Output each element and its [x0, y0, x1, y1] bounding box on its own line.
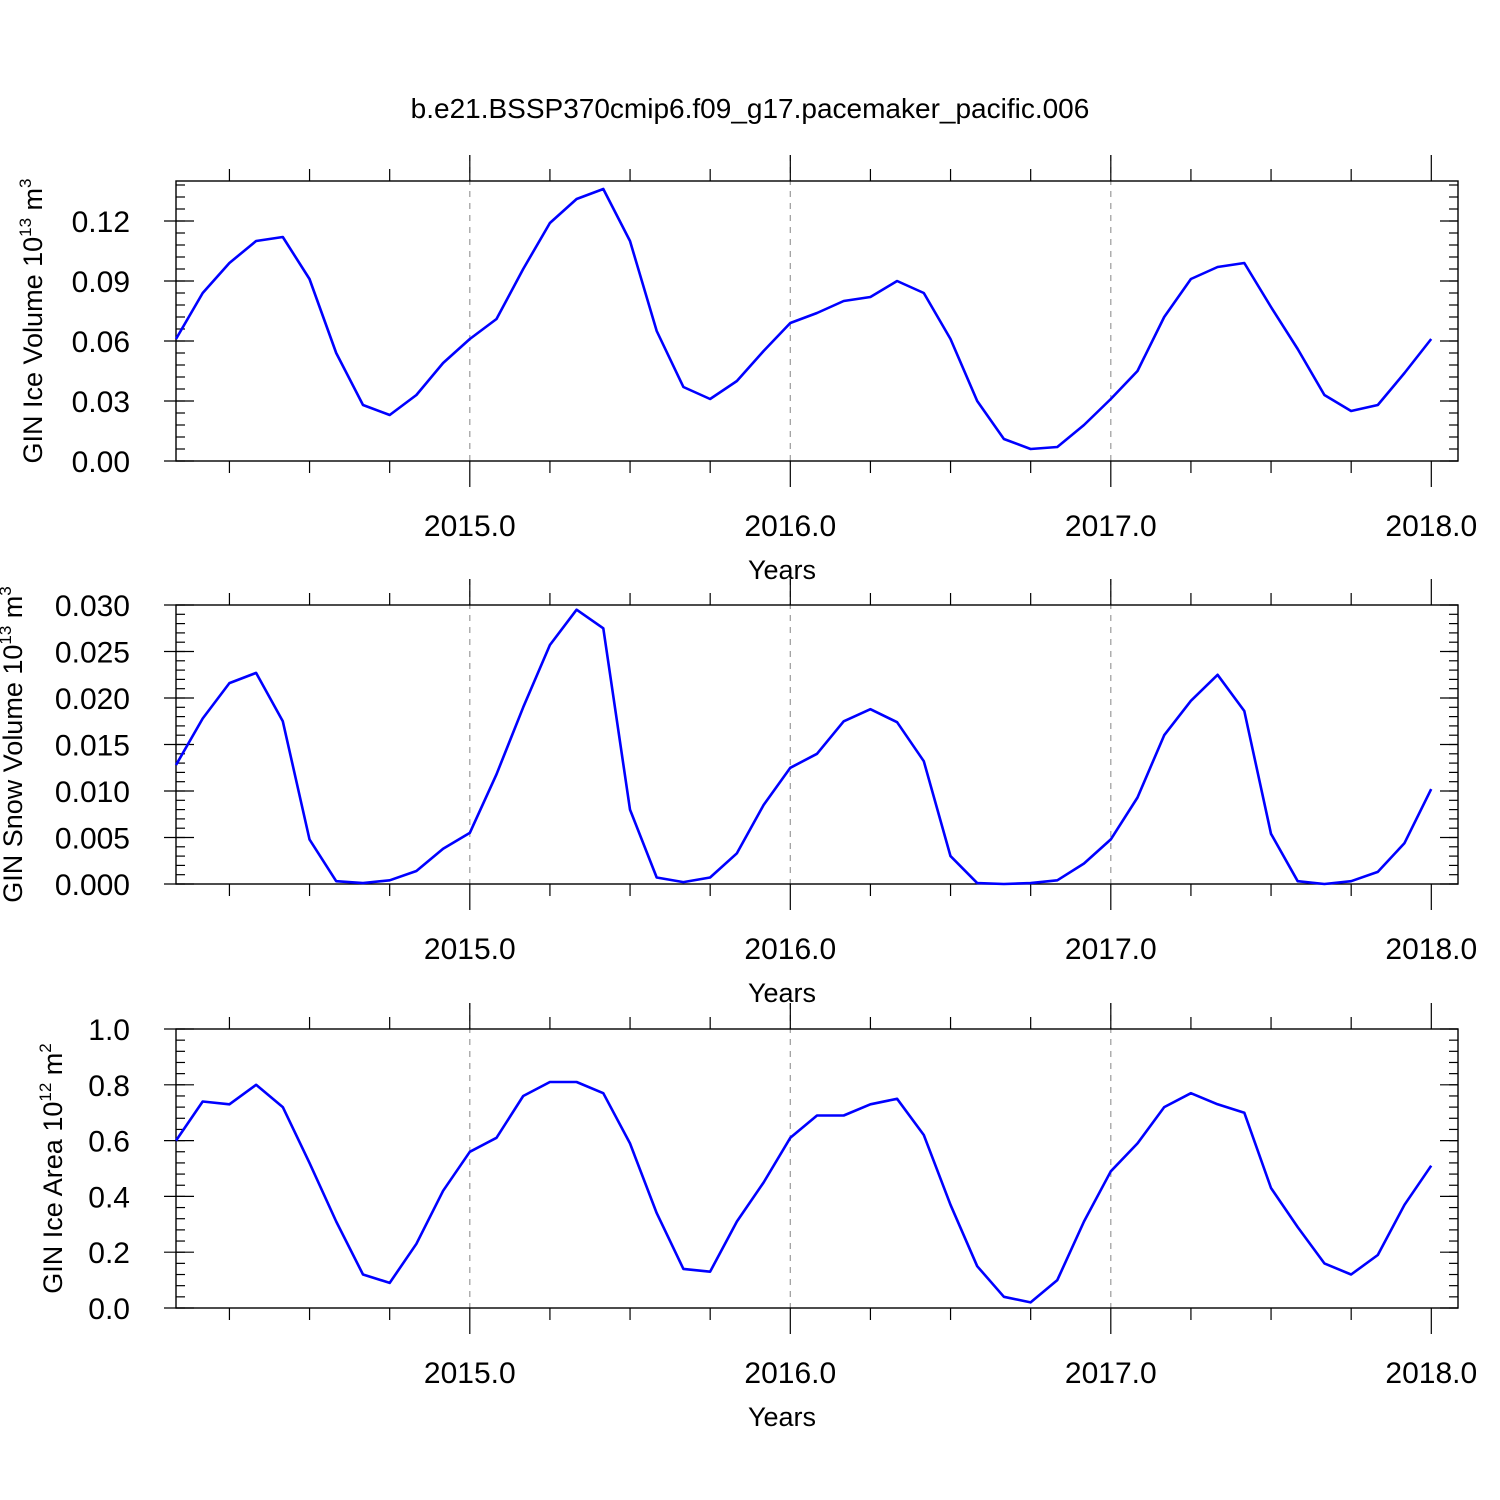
y-axis-label-part: GIN Ice Area 10	[38, 1102, 68, 1294]
y-axis-label-part: 12	[36, 1083, 55, 1102]
series-line	[174, 187, 1433, 451]
y-tick-label: 0.8	[88, 1070, 130, 1103]
panel-3: 2015.0 2016.0 2017.0 2018.0 0.0 0.2 0.4 0.6 0.8 1…	[36, 1003, 1477, 1432]
series-line	[174, 1080, 1433, 1304]
x-tick-label: 2018.0	[1385, 510, 1477, 543]
y-tick-label: 0.000	[55, 869, 130, 902]
x-tick-label: 2016.0	[744, 933, 836, 966]
x-tick-label: 2015.0	[424, 510, 516, 543]
y-tick-label: 0.005	[55, 823, 130, 856]
y-tick-label: 1.0	[88, 1014, 130, 1047]
y-axis-label-part: 3	[16, 178, 35, 187]
plot-frame	[175, 180, 1459, 462]
y-axis-label-part: GIN Snow Volume 10	[0, 645, 28, 903]
y-tick-label: 0.010	[55, 776, 130, 809]
x-tick-label: 2018.0	[1385, 1357, 1477, 1390]
y-tick-label: 0.6	[88, 1126, 130, 1159]
y-axis-label-part: 13	[0, 626, 15, 645]
x-tick-label: 2015.0	[424, 933, 516, 966]
y-tick-label: 0.025	[55, 637, 130, 670]
series-line	[174, 608, 1433, 886]
y-axis-label-part: 2	[36, 1043, 55, 1052]
x-tick-label: 2017.0	[1065, 510, 1157, 543]
y-tick-label: 0.06	[72, 326, 130, 359]
y-axis-label: GIN Ice Area 1012 m2	[36, 1043, 68, 1294]
y-tick-label: 0.09	[72, 266, 130, 299]
plot-frame	[175, 1028, 1459, 1309]
y-axis-label-part: m	[0, 596, 28, 626]
y-tick-label: 0.020	[55, 683, 130, 716]
x-tick-label: 2016.0	[744, 1357, 836, 1390]
figure-title: b.e21.BSSP370cmip6.f09_g17.pacemaker_pac…	[411, 93, 1090, 124]
y-axis-label: GIN Ice Volume 1013 m3	[16, 178, 48, 463]
y-tick-label: 0.12	[72, 206, 130, 239]
y-tick-label: 0.030	[55, 590, 130, 623]
panel-1: 2015.0 2016.0 2017.0 2018.0 0.00 0.03 0.06 0.09…	[16, 155, 1477, 585]
x-axis-label: Years	[748, 1402, 816, 1432]
y-tick-label: 0.015	[55, 730, 130, 763]
y-axis-label-part: GIN Ice Volume 10	[18, 237, 48, 464]
x-axis-label: Years	[748, 555, 816, 585]
y-axis-label-part: m	[38, 1053, 68, 1083]
plot-frame	[175, 604, 1459, 885]
x-tick-label: 2017.0	[1065, 933, 1157, 966]
x-tick-label: 2015.0	[424, 1357, 516, 1390]
y-axis-label-part: m	[18, 188, 48, 218]
y-tick-label: 0.03	[72, 386, 130, 419]
y-axis-label-part: 3	[0, 586, 15, 595]
y-tick-label: 0.0	[88, 1293, 130, 1326]
y-tick-label: 0.00	[72, 446, 130, 479]
x-axis-label: Years	[748, 978, 816, 1008]
x-tick-label: 2017.0	[1065, 1357, 1157, 1390]
panel-2: 2015.0 2016.0 2017.0 2018.0 0.000 0.005 0.010 0…	[0, 579, 1477, 1008]
x-tick-label: 2016.0	[744, 510, 836, 543]
y-axis-label: GIN Snow Volume 1013 m3	[0, 586, 28, 903]
y-tick-label: 0.4	[88, 1181, 130, 1214]
y-tick-label: 0.2	[88, 1237, 130, 1270]
x-tick-label: 2018.0	[1385, 933, 1477, 966]
y-axis-label-part: 13	[16, 218, 35, 237]
